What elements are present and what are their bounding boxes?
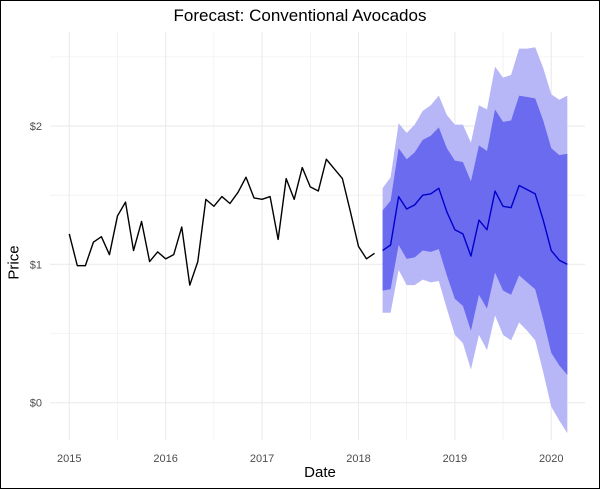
x-axis-label: Date: [304, 464, 336, 481]
x-tick-label: 2018: [346, 453, 370, 465]
series-lines: [68, 158, 568, 286]
y-tick-label: $2: [30, 121, 42, 133]
x-tick-label: 2015: [57, 453, 81, 465]
x-tick-label: 2020: [539, 453, 563, 465]
y-tick-label: $1: [30, 259, 42, 271]
minor-gridlines: [50, 32, 585, 440]
actual-price-line: [68, 158, 375, 286]
forecast-price-line: [382, 184, 568, 265]
x-tick-label: 2019: [443, 453, 467, 465]
tick-labels: $0 $1 $2 2015 2016 2017 2018 2019 2020: [30, 121, 564, 465]
x-tick-label: 2016: [153, 453, 177, 465]
x-tick-label: 2017: [250, 453, 274, 465]
y-tick-label: $0: [30, 398, 42, 410]
chart-title: Forecast: Conventional Avocados: [173, 6, 427, 25]
